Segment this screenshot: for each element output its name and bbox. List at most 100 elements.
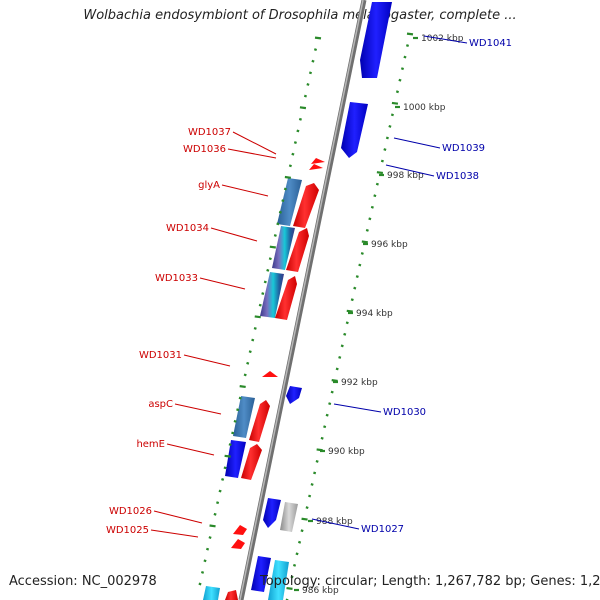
tick-mark — [286, 586, 293, 590]
tick-mark — [209, 524, 216, 528]
gene-label-aspc[interactable]: aspC — [148, 399, 173, 410]
tick-mark — [343, 332, 347, 336]
tick-mark — [310, 483, 314, 486]
tick-mark — [281, 199, 285, 203]
callout-line — [210, 227, 258, 242]
callout-line — [423, 35, 468, 44]
tick-mark — [373, 194, 377, 198]
genome-backbone — [238, 0, 367, 600]
gene-label-wd1030[interactable]: WD1030 — [383, 407, 426, 418]
tick-mark — [248, 350, 252, 354]
gene-block-wd1031[interactable] — [262, 371, 278, 377]
tick-mark — [355, 275, 359, 279]
gene-label-wd1038[interactable]: WD1038 — [436, 171, 479, 182]
tick-mark — [365, 228, 369, 232]
callout-line — [227, 148, 277, 159]
tick-mark — [315, 459, 319, 463]
gene-block-wd1030[interactable] — [286, 386, 302, 404]
callout-line — [150, 529, 199, 538]
gene-label-wd1041[interactable]: WD1041 — [469, 38, 512, 49]
gene-label-wd1026[interactable]: WD1026 — [109, 506, 152, 517]
accession-label: Accession: NC_002978 — [9, 574, 157, 589]
tick-mark — [305, 506, 309, 510]
gene-label-wd1037[interactable]: WD1037 — [188, 127, 231, 138]
tick-mark — [243, 373, 247, 377]
tick-mark — [238, 396, 242, 400]
tick-mark — [284, 175, 292, 179]
gene-block-wd1036[interactable] — [309, 164, 323, 170]
tick-mark — [361, 240, 368, 244]
gene-label-wd1034[interactable]: WD1034 — [166, 223, 209, 234]
gene-block-wd1041[interactable] — [360, 2, 392, 78]
tick-mark — [261, 292, 265, 296]
gene-block-bottom-cyan-left[interactable] — [203, 586, 220, 600]
gene-label-wd1033[interactable]: WD1033 — [155, 273, 198, 284]
kbp-label: 1000 kbp — [403, 103, 446, 113]
gene-label-wd1039[interactable]: WD1039 — [442, 143, 485, 154]
tick-mark — [292, 563, 297, 567]
tick-mark — [251, 338, 255, 342]
tick-mark — [246, 361, 250, 365]
gene-block-heme[interactable] — [241, 444, 262, 480]
tick-mark — [299, 106, 307, 110]
tick-mark — [395, 90, 399, 94]
gene-block-bottom-red[interactable] — [225, 590, 238, 600]
tick-mark — [293, 141, 297, 144]
gene-block-heme-blue[interactable] — [225, 440, 246, 478]
gene-label-heme[interactable]: hemE — [136, 439, 165, 450]
gene-block-wd1037[interactable] — [311, 158, 325, 164]
gene-block-glya-steel[interactable] — [277, 178, 302, 226]
gene-block-wd1027-grey[interactable] — [280, 502, 298, 532]
tick-mark — [398, 78, 402, 82]
gene-block-aspc[interactable] — [249, 400, 270, 442]
tick-mark — [311, 59, 315, 63]
gene-label-glya[interactable]: glyA — [198, 180, 220, 191]
tick-mark — [383, 148, 387, 151]
callout-line — [221, 184, 269, 197]
tick-mark — [338, 355, 342, 359]
tick-mark — [403, 55, 407, 59]
topology-label: Topology: circular; Length: 1,267,782 bp… — [260, 574, 600, 589]
tick-mark — [345, 321, 349, 325]
tick-mark — [291, 152, 295, 156]
tick-mark — [308, 71, 313, 75]
gene-block-wd1026[interactable] — [233, 525, 247, 535]
tick-mark — [200, 570, 205, 574]
gene-label-wd1025[interactable]: WD1025 — [106, 525, 149, 536]
tick-mark — [239, 385, 246, 389]
tick-mark — [224, 454, 231, 458]
tick-mark — [390, 113, 394, 117]
gene-block-wd1033-mix[interactable] — [260, 272, 284, 318]
tick-mark — [323, 425, 327, 429]
gene-block-bottom-blue[interactable] — [251, 556, 271, 592]
tick-mark — [350, 298, 354, 302]
gene-block-wd1027[interactable] — [263, 498, 281, 528]
callout-line — [199, 277, 246, 290]
tick-mark — [288, 164, 292, 168]
gene-block-wd1033[interactable] — [275, 276, 297, 320]
gene-block-glya[interactable] — [293, 183, 319, 228]
gene-block-wd1034[interactable] — [286, 228, 309, 272]
kbp-label: 990 kbp — [328, 447, 365, 457]
callout-line — [393, 137, 441, 149]
tick-mark — [313, 48, 318, 52]
gene-label-wd1036[interactable]: WD1036 — [183, 144, 226, 155]
gene-label-wd1031[interactable]: WD1031 — [139, 350, 182, 361]
gene-block-wd1039[interactable] — [341, 102, 368, 158]
tick-mark — [269, 245, 276, 249]
tick-mark — [380, 159, 384, 163]
gene-block-wd1034-mix[interactable] — [272, 226, 295, 270]
tick-mark — [253, 326, 257, 330]
tick-mark — [325, 413, 329, 417]
gene-label-wd1027[interactable]: WD1027 — [361, 524, 404, 535]
gene-block-wd1025[interactable] — [231, 539, 245, 549]
callout-line — [174, 403, 222, 415]
tick-mark — [276, 222, 280, 226]
tick-mark — [385, 136, 389, 140]
map-title: Wolbachia endosymbiont of Drosophila mel… — [83, 8, 517, 23]
gene-block-aspc-steel[interactable] — [233, 396, 255, 438]
tick-mark — [266, 268, 270, 272]
gene-block-bottom-cyan[interactable] — [268, 560, 289, 600]
tick-mark — [346, 309, 353, 313]
